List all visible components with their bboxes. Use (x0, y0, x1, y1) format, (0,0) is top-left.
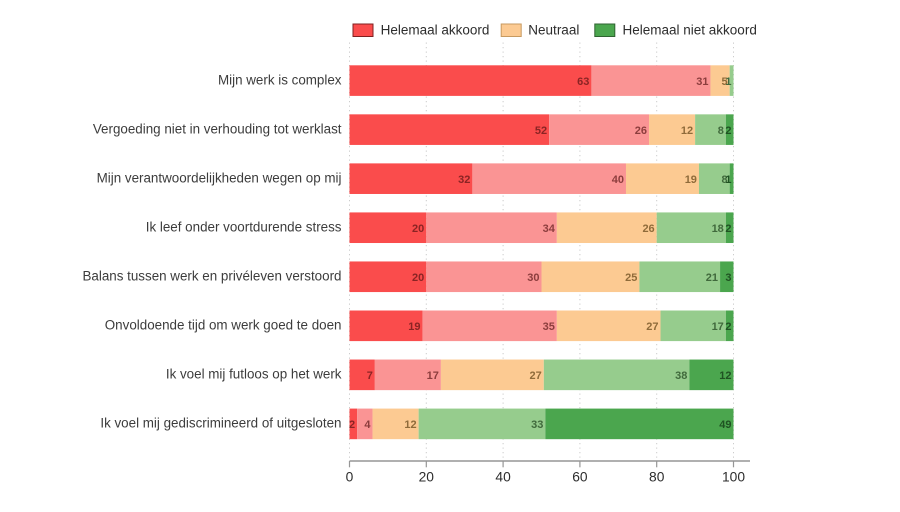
svg-text:2: 2 (725, 321, 731, 333)
svg-text:63: 63 (577, 76, 589, 88)
svg-text:1: 1 (725, 76, 731, 88)
svg-text:34: 34 (543, 223, 556, 235)
svg-text:Ik voel mij futloos op het wer: Ik voel mij futloos op het werk (166, 367, 342, 382)
svg-text:2: 2 (725, 125, 731, 137)
svg-text:27: 27 (646, 321, 658, 333)
svg-text:Helemaal akkoord: Helemaal akkoord (381, 22, 490, 37)
svg-text:4: 4 (364, 419, 371, 431)
svg-text:Helemaal niet akkoord: Helemaal niet akkoord (623, 22, 757, 37)
svg-text:21: 21 (706, 272, 718, 284)
svg-text:40: 40 (495, 469, 511, 484)
svg-text:52: 52 (535, 125, 547, 137)
svg-text:8: 8 (718, 125, 724, 137)
svg-text:26: 26 (642, 223, 654, 235)
svg-text:12: 12 (404, 419, 416, 431)
svg-text:Ik leef onder voortdurende str: Ik leef onder voortdurende stress (146, 220, 342, 235)
svg-text:5: 5 (722, 76, 728, 88)
svg-text:2: 2 (349, 419, 355, 431)
svg-text:Ik voel mij gediscrimineerd of: Ik voel mij gediscrimineerd of uitgeslot… (100, 416, 341, 431)
svg-text:Mijn verantwoordelijkheden weg: Mijn verantwoordelijkheden wegen op mij (97, 170, 342, 185)
svg-text:35: 35 (543, 321, 555, 333)
svg-text:60: 60 (572, 469, 588, 484)
svg-text:30: 30 (527, 272, 539, 284)
svg-text:20: 20 (419, 469, 435, 484)
svg-text:Balans tussen werk en privélev: Balans tussen werk en privéleven verstoo… (82, 269, 341, 284)
svg-text:25: 25 (625, 272, 637, 284)
svg-text:12: 12 (681, 125, 693, 137)
svg-text:38: 38 (675, 370, 687, 382)
svg-text:2: 2 (725, 223, 731, 235)
svg-text:80: 80 (649, 469, 665, 484)
svg-text:33: 33 (531, 419, 543, 431)
svg-text:Onvoldoende tijd om werk goed: Onvoldoende tijd om werk goed te doen (105, 318, 342, 333)
svg-text:3: 3 (725, 272, 731, 284)
svg-text:40: 40 (612, 174, 624, 186)
svg-text:17: 17 (712, 321, 724, 333)
svg-text:Mijn werk is complex: Mijn werk is complex (218, 72, 342, 87)
svg-text:7: 7 (367, 370, 373, 382)
svg-text:32: 32 (458, 174, 470, 186)
svg-text:Neutraal: Neutraal (528, 22, 579, 37)
svg-text:31: 31 (696, 76, 708, 88)
svg-text:20: 20 (412, 223, 424, 235)
svg-text:19: 19 (685, 174, 697, 186)
svg-text:1: 1 (725, 174, 731, 186)
svg-text:18: 18 (712, 223, 724, 235)
svg-text:17: 17 (427, 370, 439, 382)
svg-text:12: 12 (719, 370, 731, 382)
svg-text:100: 100 (722, 469, 745, 484)
svg-text:26: 26 (635, 125, 647, 137)
svg-text:0: 0 (346, 469, 354, 484)
svg-text:49: 49 (719, 419, 731, 431)
svg-text:Vergoeding niet in verhouding: Vergoeding niet in verhouding tot werkla… (93, 121, 342, 136)
svg-text:27: 27 (530, 370, 542, 382)
svg-text:19: 19 (408, 321, 420, 333)
svg-text:20: 20 (412, 272, 424, 284)
svg-text:8: 8 (722, 174, 728, 186)
